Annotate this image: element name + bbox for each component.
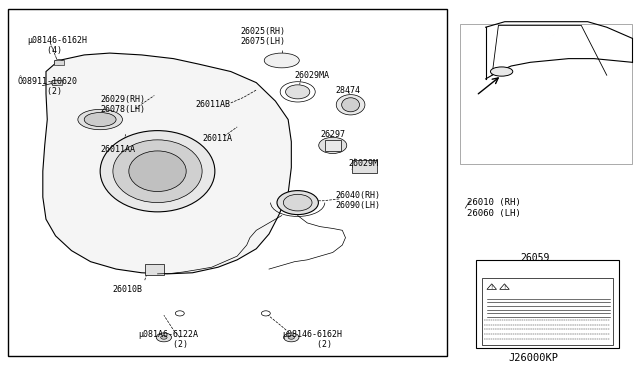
Circle shape (175, 311, 184, 316)
Text: 26011A: 26011A (202, 134, 232, 142)
Ellipse shape (277, 190, 319, 215)
Text: J26000KP: J26000KP (508, 353, 559, 363)
Text: 26029(RH)
26078(LH): 26029(RH) 26078(LH) (100, 95, 145, 115)
Text: 26011AB: 26011AB (196, 100, 231, 109)
Circle shape (51, 80, 60, 85)
Text: µ081A6-6122A
       (2): µ081A6-6122A (2) (138, 330, 198, 349)
Circle shape (161, 336, 167, 339)
Bar (325, 140, 341, 151)
Text: 26010B: 26010B (113, 285, 143, 294)
Ellipse shape (113, 140, 202, 203)
Ellipse shape (100, 131, 215, 212)
Ellipse shape (84, 112, 116, 126)
PathPatch shape (43, 53, 291, 274)
Bar (352, 160, 378, 173)
Ellipse shape (78, 109, 122, 130)
Text: !: ! (503, 285, 506, 290)
Text: 26010 (RH)
26060 (LH): 26010 (RH) 26060 (LH) (467, 198, 520, 218)
Text: 26040(RH)
26090(LH): 26040(RH) 26090(LH) (336, 191, 381, 211)
Ellipse shape (490, 67, 513, 76)
Text: µ08146-6162H
    (4): µ08146-6162H (4) (27, 36, 87, 55)
Bar (145, 264, 164, 275)
Ellipse shape (129, 151, 186, 192)
Polygon shape (487, 284, 497, 289)
Circle shape (319, 137, 347, 154)
Text: µ08146-6162H
       (2): µ08146-6162H (2) (282, 330, 342, 349)
Ellipse shape (264, 53, 300, 68)
Circle shape (54, 60, 63, 65)
Circle shape (288, 336, 294, 339)
Ellipse shape (342, 98, 360, 112)
Text: 26025(RH)
26075(LH): 26025(RH) 26075(LH) (241, 27, 285, 46)
Bar (8, 9, 447, 356)
Bar (476, 260, 620, 349)
Text: 26297: 26297 (320, 130, 345, 139)
Text: 26029MA: 26029MA (294, 71, 330, 80)
Circle shape (261, 311, 270, 316)
Circle shape (156, 333, 172, 342)
Text: 28474: 28474 (336, 86, 361, 94)
Text: !: ! (491, 285, 493, 290)
Bar (54, 60, 64, 64)
Text: 26059: 26059 (521, 253, 550, 263)
Ellipse shape (285, 85, 310, 99)
Ellipse shape (336, 94, 365, 115)
Polygon shape (500, 284, 509, 289)
Circle shape (284, 333, 299, 342)
Text: 26029M: 26029M (349, 159, 379, 169)
Text: 26011AA: 26011AA (100, 145, 135, 154)
Bar (460, 23, 632, 164)
Text: Ô08911-10620
      (2): Ô08911-10620 (2) (17, 77, 77, 96)
Bar (52, 80, 62, 85)
Ellipse shape (284, 194, 312, 211)
Bar (483, 278, 613, 345)
